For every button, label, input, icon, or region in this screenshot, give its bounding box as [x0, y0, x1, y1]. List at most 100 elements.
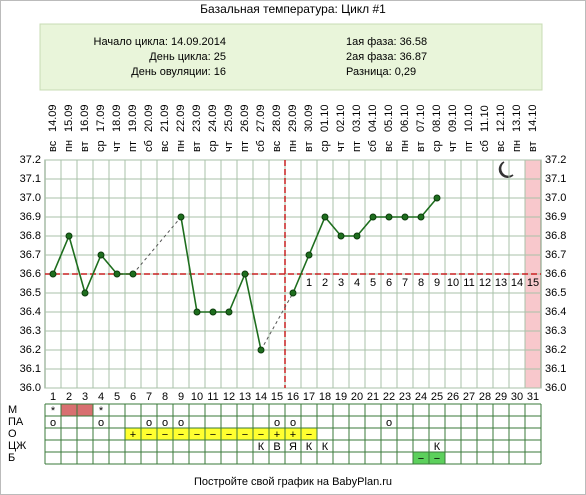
o-cell [189, 428, 205, 440]
temperature-point [369, 213, 377, 221]
temperature-point [417, 213, 425, 221]
y-tick-label: 37.0 [20, 192, 41, 204]
date-label: 03.10 [351, 104, 363, 132]
weekday-label: вс [271, 140, 283, 152]
weekday-label: пт [463, 141, 475, 152]
table-cell-text: − [418, 453, 424, 465]
luteal-day-number: 10 [447, 277, 459, 289]
o-cell [237, 428, 253, 440]
info-text: 1ая фаза: 36.58 [346, 36, 427, 48]
date-label: 08.10 [431, 104, 443, 132]
temperature-point [81, 289, 89, 297]
table-cell-text: о [146, 417, 152, 429]
x-tick-label: 12 [223, 391, 235, 403]
x-tick-label: 8 [162, 391, 168, 403]
date-label: 15.09 [63, 104, 75, 132]
y-tick-label: 36.0 [20, 382, 41, 394]
weekday-label: пт [239, 141, 251, 152]
date-label: 05.10 [383, 104, 395, 132]
date-label: 27.09 [255, 104, 267, 132]
date-label: 17.09 [95, 104, 107, 132]
temperature-point [65, 232, 73, 240]
y-tick-label: 36.3 [20, 325, 41, 337]
table-cell-text: − [226, 429, 232, 441]
temperature-line [292, 197, 438, 294]
table-cell-text: * [99, 405, 104, 417]
y-tick-label: 36.5 [20, 287, 41, 299]
table-cell-text: о [178, 417, 184, 429]
weekday-label: вс [383, 140, 395, 152]
o-cell [301, 428, 317, 440]
weekday-label: вс [47, 140, 59, 152]
date-label: 07.10 [415, 104, 427, 132]
date-label: 10.10 [463, 104, 475, 132]
date-label: 14.10 [527, 104, 539, 132]
table-cell-text: о [50, 417, 56, 429]
x-tick-label: 18 [319, 391, 331, 403]
luteal-day-number: 8 [418, 277, 424, 289]
table-cell-text: − [306, 429, 312, 441]
menstruation-cell [77, 404, 93, 416]
temperature-point [241, 270, 249, 278]
date-label: 20.09 [143, 104, 155, 132]
x-tick-label: 29 [495, 391, 507, 403]
x-tick-label: 5 [114, 391, 120, 403]
luteal-day-number: 11 [463, 277, 474, 289]
luteal-day-number: 9 [434, 277, 440, 289]
table-cell-text: − [434, 453, 440, 465]
x-tick-label: 24 [415, 391, 427, 403]
o-cell [173, 428, 189, 440]
date-label: 13.10 [511, 104, 523, 132]
luteal-day-number: 7 [402, 277, 408, 289]
table-cell-text: о [98, 417, 104, 429]
x-tick-label: 3 [82, 391, 88, 403]
luteal-day-number: 14 [511, 277, 523, 289]
weekday-label: пт [351, 141, 363, 152]
weekday-label: пн [511, 140, 523, 152]
weekday-label: пн [287, 140, 299, 152]
o-cell [157, 428, 173, 440]
weekday-label: сб [143, 140, 155, 152]
date-label: 02.10 [335, 104, 347, 132]
y-tick-label: 36.7 [20, 249, 41, 261]
y-tick-label-right: 36.2 [545, 344, 566, 356]
table-cell-text: − [242, 429, 248, 441]
table-cell-text: − [210, 429, 216, 441]
table-cell-text: о [290, 417, 296, 429]
x-tick-label: 19 [335, 391, 347, 403]
table-cell-text: Я [289, 441, 297, 453]
table-cell-text: − [162, 429, 168, 441]
temperature-point [337, 232, 345, 240]
temperature-point [129, 270, 137, 278]
x-tick-label: 13 [239, 391, 251, 403]
x-tick-label: 4 [98, 391, 104, 403]
date-label: 18.09 [111, 104, 123, 132]
date-label: 04.10 [367, 104, 379, 132]
date-label: 28.09 [271, 104, 283, 132]
x-tick-label: 30 [511, 391, 523, 403]
table-cell-text: о [162, 417, 168, 429]
table-cell-text: К [258, 441, 265, 453]
luteal-day-number: 2 [322, 277, 328, 289]
y-tick-label: 36.9 [20, 211, 41, 223]
temperature-point [113, 270, 121, 278]
temperature-point [321, 213, 329, 221]
weekday-label: вт [527, 141, 539, 152]
info-text: Начало цикла: 14.09.2014 [94, 36, 226, 48]
o-cell [253, 428, 269, 440]
temperature-point [97, 251, 105, 259]
x-tick-label: 22 [383, 391, 395, 403]
y-tick-label-right: 36.4 [545, 306, 566, 318]
table-cell-text: К [306, 441, 313, 453]
y-tick-label: 37.1 [20, 173, 41, 185]
temperature-point [257, 346, 265, 354]
x-tick-label: 1 [50, 391, 56, 403]
x-tick-label: 16 [287, 391, 299, 403]
table-cell-text: − [146, 429, 152, 441]
weekday-label: пн [399, 140, 411, 152]
table-cell-text: К [322, 441, 329, 453]
weekday-label: ср [95, 140, 107, 152]
o-cell [125, 428, 141, 440]
row-label: О [8, 428, 17, 440]
